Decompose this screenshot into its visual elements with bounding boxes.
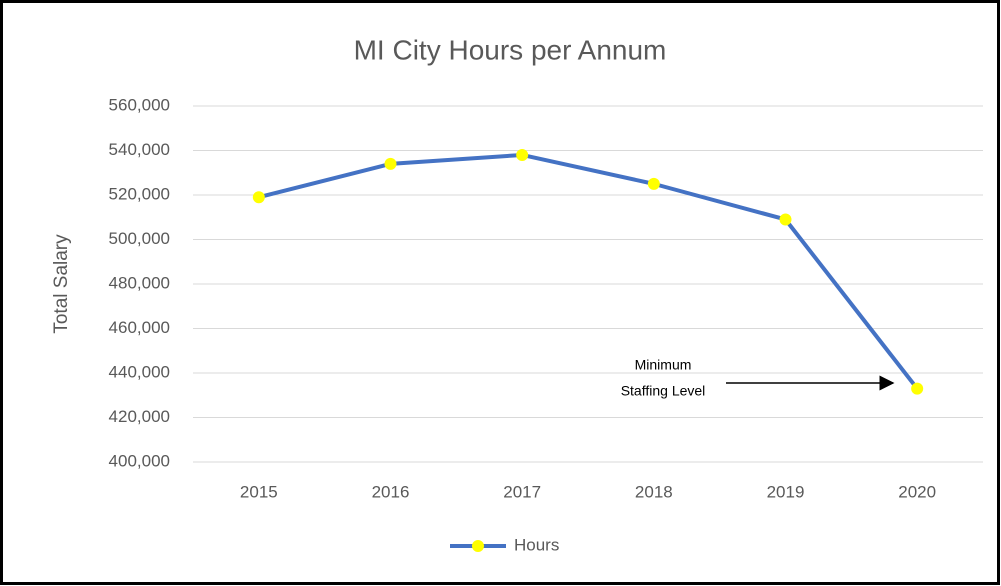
y-axis-label: Total Salary	[51, 234, 72, 334]
x-tick-label: 2020	[898, 482, 936, 501]
x-tick-label: 2019	[767, 482, 805, 501]
data-point	[779, 213, 792, 226]
y-tick-label: 500,000	[109, 229, 170, 248]
data-point	[384, 157, 397, 170]
y-tick-label: 440,000	[109, 362, 170, 381]
y-tick-label: 460,000	[109, 318, 170, 337]
data-point	[252, 191, 265, 204]
annotation: Minimum	[635, 357, 692, 373]
x-tick-label: 2017	[503, 482, 541, 501]
legend-marker	[472, 540, 484, 552]
x-tick-label: 2016	[372, 482, 410, 501]
legend-label: Hours	[514, 535, 559, 554]
chart-title: MI City Hours per Annum	[354, 34, 667, 65]
y-tick-label: 400,000	[109, 451, 170, 470]
y-tick-label: 520,000	[109, 184, 170, 203]
data-point	[516, 148, 529, 161]
data-point	[647, 177, 660, 190]
y-tick-label: 560,000	[109, 95, 170, 114]
y-tick-label: 480,000	[109, 273, 170, 292]
annotation: Staffing Level	[621, 383, 706, 399]
data-point	[911, 382, 924, 395]
data-line	[258, 152, 919, 390]
y-tick-label: 540,000	[109, 140, 170, 159]
x-tick-label: 2015	[240, 482, 278, 501]
y-tick-label: 420,000	[109, 407, 170, 426]
x-tick-label: 2018	[635, 482, 673, 501]
